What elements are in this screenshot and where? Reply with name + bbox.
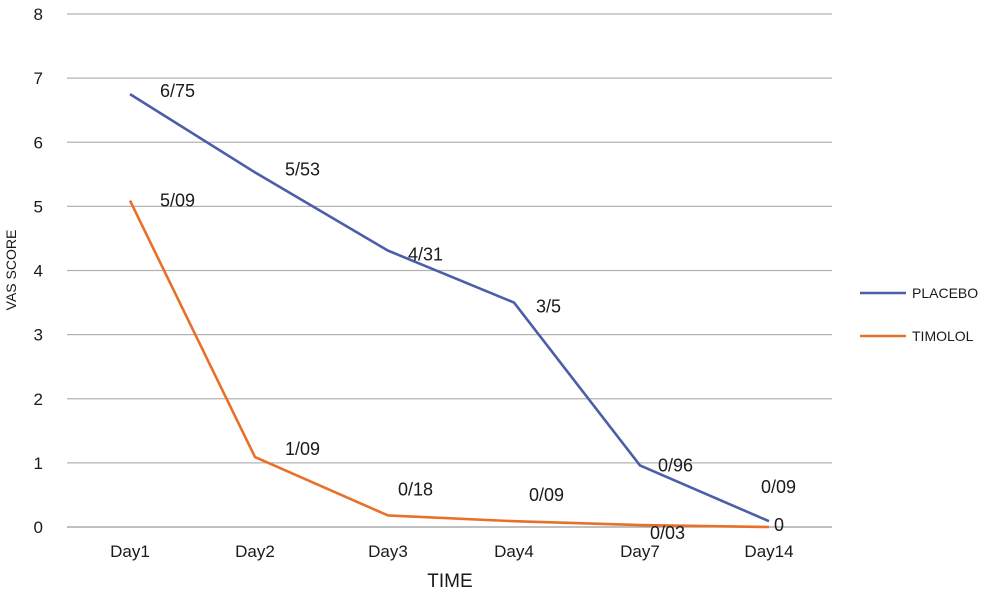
y-tick-label: 7 [34, 69, 43, 88]
x-axis-ticks: Day1 Day2 Day3 Day4 Day7 Day14 [110, 542, 793, 561]
data-label-timolol: 0/03 [650, 523, 685, 543]
series-lines [128, 93, 770, 529]
y-tick-label: 0 [34, 518, 43, 537]
legend-label-timolol: TIMOLOL [912, 328, 974, 344]
data-label-timolol: 5/09 [160, 191, 195, 211]
data-labels: 6/75 5/53 4/31 3/5 0/96 0/09 5/09 1/09 0/18 0/09 0… [160, 81, 796, 543]
y-tick-label: 6 [34, 133, 43, 152]
legend-item-placebo: PLACEBO [860, 285, 978, 301]
y-tick-label: 2 [34, 390, 43, 409]
y-tick-label: 1 [34, 454, 43, 473]
data-label-timolol: 0/09 [529, 485, 564, 505]
x-axis-title: TIME [427, 571, 472, 592]
data-label-placebo: 6/75 [160, 81, 195, 101]
x-tick-label: Day3 [368, 542, 408, 561]
data-label-placebo: 5/53 [285, 159, 320, 179]
y-axis-ticks: 0 1 2 3 4 5 6 7 8 [34, 5, 43, 537]
data-label-timolol: 1/09 [285, 439, 320, 459]
series-line-timolol [128, 200, 770, 529]
x-tick-label: Day4 [494, 542, 534, 561]
data-label-placebo: 0/09 [761, 477, 796, 497]
data-label-placebo: 0/96 [658, 455, 693, 475]
data-label-timolol: 0/18 [398, 479, 433, 499]
x-tick-label: Day1 [110, 542, 150, 561]
y-tick-label: 5 [34, 197, 43, 216]
y-tick-label: 8 [34, 5, 43, 24]
x-tick-label: Day14 [744, 542, 793, 561]
legend-label-placebo: PLACEBO [912, 285, 978, 301]
data-label-placebo: 4/31 [408, 245, 443, 265]
data-label-placebo: 3/5 [536, 297, 561, 317]
x-tick-label: Day7 [620, 542, 660, 561]
y-tick-label: 3 [34, 326, 43, 345]
data-label-timolol: 0 [774, 515, 784, 535]
y-tick-label: 4 [34, 262, 43, 281]
legend-item-timolol: TIMOLOL [860, 328, 974, 344]
x-tick-label: Day2 [235, 542, 275, 561]
legend: PLACEBO TIMOLOL [860, 285, 978, 344]
series-line-placebo [129, 93, 770, 523]
y-axis-title: VAS SCORE [3, 230, 19, 311]
